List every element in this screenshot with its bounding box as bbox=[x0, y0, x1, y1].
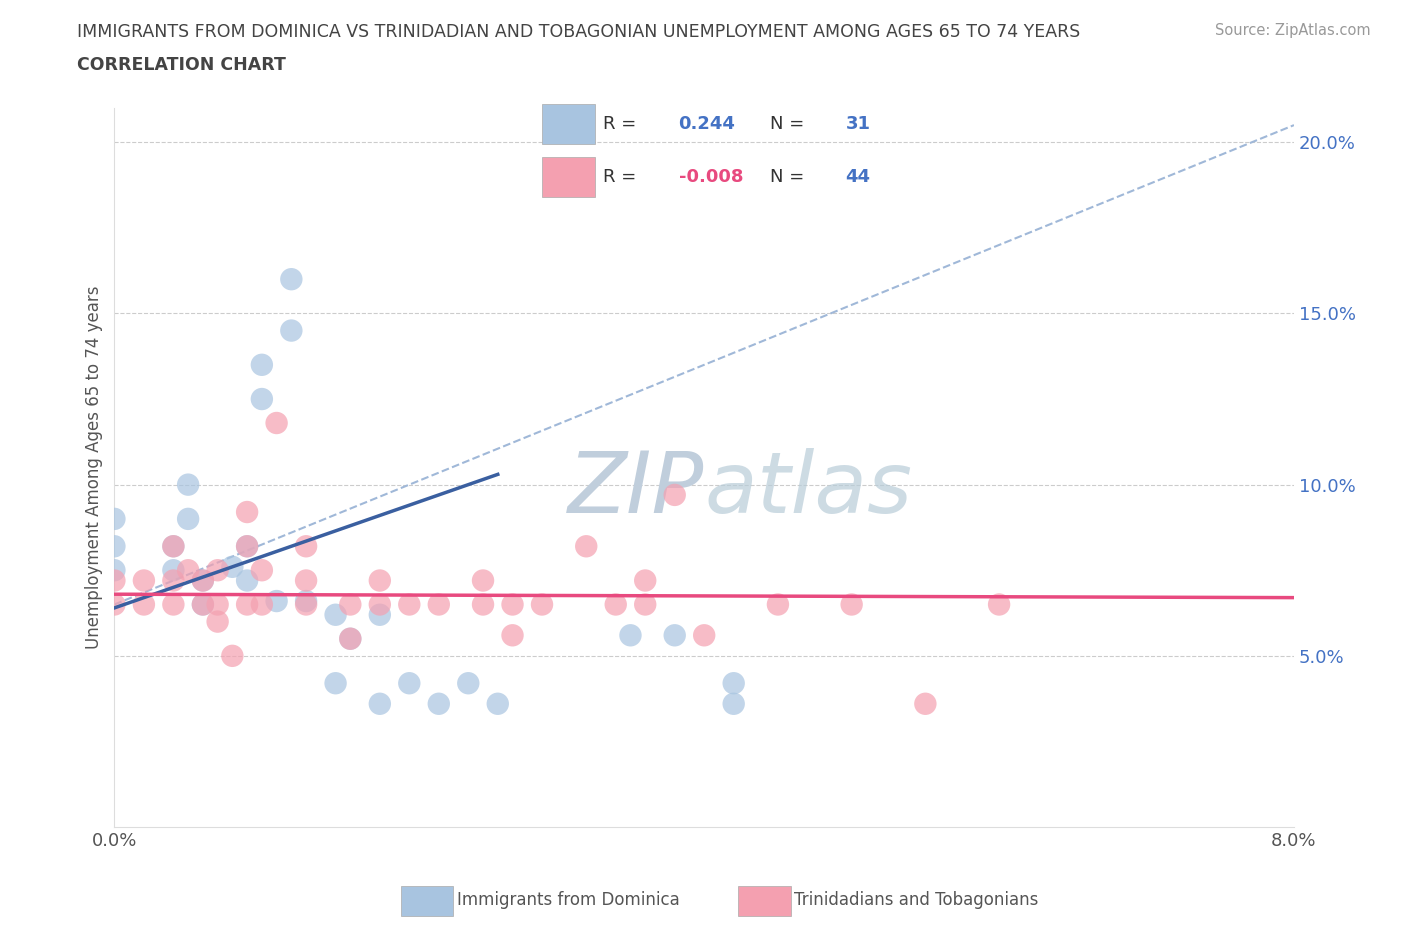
FancyBboxPatch shape bbox=[541, 156, 595, 197]
Point bbox=[368, 697, 391, 711]
Point bbox=[339, 597, 361, 612]
Point bbox=[398, 676, 420, 691]
Point bbox=[250, 597, 273, 612]
Point bbox=[693, 628, 716, 643]
Point bbox=[177, 563, 200, 578]
Point bbox=[325, 607, 347, 622]
Text: atlas: atlas bbox=[704, 447, 912, 531]
Point bbox=[427, 697, 450, 711]
Point bbox=[914, 697, 936, 711]
Point bbox=[723, 676, 745, 691]
Point bbox=[295, 573, 318, 588]
Text: CORRELATION CHART: CORRELATION CHART bbox=[77, 56, 287, 73]
Point bbox=[162, 538, 184, 553]
Point bbox=[502, 597, 524, 612]
Point bbox=[575, 538, 598, 553]
Point bbox=[236, 538, 259, 553]
Point bbox=[103, 512, 125, 526]
Point bbox=[280, 272, 302, 286]
Point bbox=[207, 597, 229, 612]
Point bbox=[841, 597, 863, 612]
Text: Source: ZipAtlas.com: Source: ZipAtlas.com bbox=[1215, 23, 1371, 38]
Point bbox=[457, 676, 479, 691]
Point bbox=[103, 538, 125, 553]
Text: 0.244: 0.244 bbox=[679, 115, 735, 133]
Point bbox=[266, 416, 288, 431]
Text: Immigrants from Dominica: Immigrants from Dominica bbox=[457, 891, 679, 909]
Text: 44: 44 bbox=[845, 167, 870, 186]
Text: Trinidadians and Tobagonians: Trinidadians and Tobagonians bbox=[794, 891, 1039, 909]
Point bbox=[502, 628, 524, 643]
Point bbox=[368, 607, 391, 622]
Point bbox=[103, 597, 125, 612]
Point bbox=[664, 628, 686, 643]
Point bbox=[236, 538, 259, 553]
Y-axis label: Unemployment Among Ages 65 to 74 years: Unemployment Among Ages 65 to 74 years bbox=[86, 286, 103, 649]
Point bbox=[162, 538, 184, 553]
Point bbox=[325, 676, 347, 691]
Text: ZIP: ZIP bbox=[568, 447, 704, 531]
Point bbox=[530, 597, 553, 612]
Text: IMMIGRANTS FROM DOMINICA VS TRINIDADIAN AND TOBAGONIAN UNEMPLOYMENT AMONG AGES 6: IMMIGRANTS FROM DOMINICA VS TRINIDADIAN … bbox=[77, 23, 1081, 41]
Point bbox=[132, 573, 155, 588]
Point bbox=[221, 559, 243, 574]
Text: N =: N = bbox=[769, 115, 810, 133]
FancyBboxPatch shape bbox=[738, 886, 790, 916]
Point bbox=[132, 597, 155, 612]
Point bbox=[103, 573, 125, 588]
Point bbox=[723, 697, 745, 711]
Point bbox=[250, 357, 273, 372]
Point bbox=[162, 597, 184, 612]
Point bbox=[368, 597, 391, 612]
Point bbox=[295, 593, 318, 608]
Point bbox=[988, 597, 1011, 612]
Point bbox=[266, 593, 288, 608]
Point bbox=[472, 597, 495, 612]
Point bbox=[221, 648, 243, 663]
Point bbox=[398, 597, 420, 612]
Point bbox=[191, 573, 214, 588]
Point bbox=[207, 563, 229, 578]
Point bbox=[177, 512, 200, 526]
Text: R =: R = bbox=[603, 115, 641, 133]
Point bbox=[191, 597, 214, 612]
Point bbox=[162, 563, 184, 578]
Point bbox=[236, 505, 259, 520]
Point bbox=[634, 597, 657, 612]
FancyBboxPatch shape bbox=[401, 886, 453, 916]
Point bbox=[619, 628, 641, 643]
Point bbox=[634, 573, 657, 588]
Text: N =: N = bbox=[769, 167, 810, 186]
Point bbox=[339, 631, 361, 646]
Point bbox=[162, 573, 184, 588]
Point bbox=[236, 573, 259, 588]
Point bbox=[236, 597, 259, 612]
Point bbox=[605, 597, 627, 612]
Point bbox=[766, 597, 789, 612]
Point bbox=[250, 563, 273, 578]
Point bbox=[339, 631, 361, 646]
Point bbox=[177, 477, 200, 492]
Point bbox=[664, 487, 686, 502]
Point bbox=[250, 392, 273, 406]
Point bbox=[103, 563, 125, 578]
Text: 31: 31 bbox=[845, 115, 870, 133]
Text: R =: R = bbox=[603, 167, 641, 186]
Point bbox=[486, 697, 509, 711]
Text: -0.008: -0.008 bbox=[679, 167, 742, 186]
Point bbox=[295, 538, 318, 553]
Point bbox=[295, 597, 318, 612]
Point bbox=[191, 597, 214, 612]
Point bbox=[472, 573, 495, 588]
Point bbox=[191, 573, 214, 588]
FancyBboxPatch shape bbox=[541, 104, 595, 144]
Point bbox=[368, 573, 391, 588]
Point bbox=[427, 597, 450, 612]
Point bbox=[207, 614, 229, 629]
Point bbox=[280, 323, 302, 338]
